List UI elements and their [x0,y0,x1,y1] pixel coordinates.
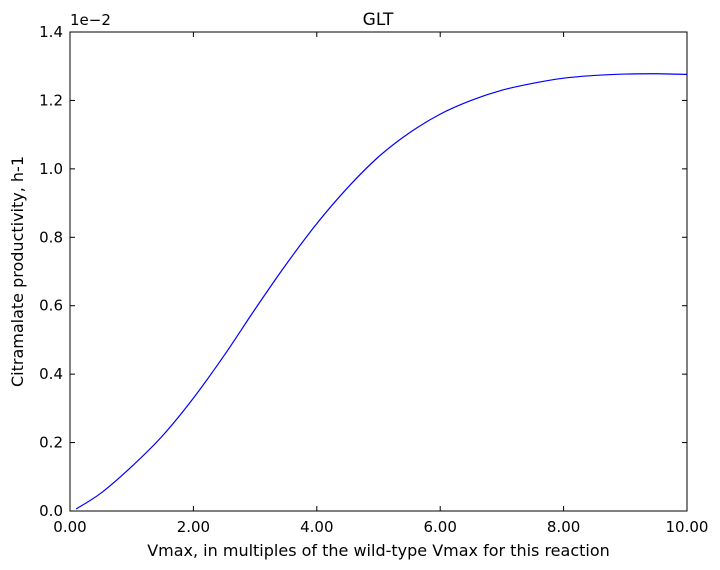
x-tick-label: 0.00 [53,518,86,536]
x-tick-label: 2.00 [177,518,210,536]
y-tick-label: 1.2 [39,91,63,109]
y-tick-label: 0.0 [39,502,63,520]
y-tick-label: 0.4 [39,365,63,383]
y-tick-label: 0.6 [39,297,63,315]
x-tick-label: 6.00 [423,518,456,536]
x-axis-label: Vmax, in multiples of the wild-type Vmax… [147,541,610,560]
y-offset-label: 1e−2 [70,11,111,29]
y-tick-label: 1.0 [39,160,63,178]
y-tick-label: 0.2 [39,434,63,452]
y-axis-label: Citramalate productivity, h-1 [8,156,27,387]
y-tick-label: 0.8 [39,228,63,246]
plot-frame [69,31,688,512]
x-tick-label: 8.00 [547,518,580,536]
y-tick-label: 1.4 [39,23,63,41]
axis-ticks: 0.00 2.00 4.00 6.00 8.00 10.00 0.0 0.2 0.4 0.6 0.8… [39,23,708,536]
x-tick-label: 4.00 [300,518,333,536]
x-tick-label: 10.00 [666,518,709,536]
chart-title: GLT [363,10,394,30]
plot-area [75,73,688,510]
series-line [75,73,688,510]
